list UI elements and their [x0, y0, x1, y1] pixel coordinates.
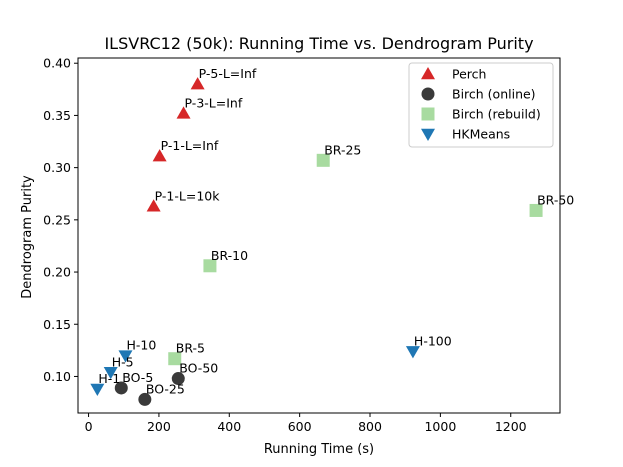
- point-label: BR-50: [537, 192, 574, 207]
- x-tick-label: 800: [358, 419, 382, 434]
- legend-entry: Birch (rebuild): [452, 107, 541, 122]
- point-label: P-3-L=Inf: [185, 95, 243, 110]
- hkmeans-point: [103, 367, 118, 380]
- x-tick-label: 200: [147, 419, 171, 434]
- hkmeans-point: [118, 350, 133, 363]
- birch-rebuild-point: [203, 259, 217, 273]
- perch-point: [152, 149, 167, 162]
- point-label: BO-5: [122, 370, 153, 385]
- point-label: BO-25: [146, 381, 185, 396]
- legend-box: [408, 62, 554, 148]
- x-tick-label: 400: [217, 419, 241, 434]
- point-label: H-1: [98, 371, 120, 386]
- y-tick-label: 0.30: [43, 160, 71, 175]
- point-label: BO-50: [179, 361, 218, 376]
- legend-marker: [421, 107, 435, 121]
- birch-online-point: [171, 372, 185, 386]
- data-points: [90, 77, 543, 406]
- legend-entry: Birch (online): [452, 87, 536, 102]
- legend: Perch Birch (online) Birch (rebuild) HKMean…: [408, 62, 554, 148]
- point-label: BR-5: [176, 341, 205, 356]
- point-label: BR-10: [211, 248, 248, 263]
- point-label: BR-25: [324, 142, 361, 157]
- legend-marker: [421, 67, 435, 80]
- legend-entry: HKMeans: [452, 127, 510, 142]
- hkmeans-point: [405, 346, 420, 359]
- y-tick-label: 0.25: [43, 212, 71, 227]
- y-tick-label: 0.20: [43, 265, 71, 280]
- y-tick-label: 0.40: [43, 56, 71, 71]
- point-label: P-1-L=Inf: [161, 138, 219, 153]
- chart-title: ILSVRC12 (50k): Running Time vs. Dendrog…: [104, 34, 533, 53]
- birch-rebuild-point: [529, 203, 543, 217]
- birch-online-point: [138, 392, 152, 406]
- x-tick-label: 1200: [495, 419, 527, 434]
- point-labels: P-5-L=Inf P-3-L=Inf P-1-L=Inf P-1-L=10k BO-5…: [98, 66, 574, 396]
- legend-marker: [421, 87, 435, 101]
- perch-point: [190, 77, 205, 90]
- perch-point: [146, 199, 161, 212]
- hkmeans-point: [90, 383, 105, 396]
- x-tick-label: 0: [85, 419, 93, 434]
- plot-area: [77, 57, 561, 414]
- point-label: H-5: [112, 354, 134, 369]
- legend-marker: [421, 128, 435, 141]
- axis-ticks: 0 200 400 600 800 1000 1200 0.10 0.15 0.20 0.25 0.3…: [43, 56, 527, 434]
- birch-rebuild-point: [168, 352, 182, 366]
- x-tick-label: 1000: [424, 419, 456, 434]
- birch-rebuild-point: [316, 153, 330, 167]
- point-label: P-5-L=Inf: [199, 66, 257, 81]
- perch-point: [176, 106, 191, 119]
- point-label: P-1-L=10k: [155, 188, 221, 203]
- point-label: H-10: [126, 338, 156, 353]
- plot-frame: [77, 57, 561, 414]
- y-tick-label: 0.15: [43, 317, 71, 332]
- legend-entry: Perch: [452, 67, 486, 82]
- x-axis-label: Running Time (s): [264, 442, 374, 457]
- y-tick-label: 0.35: [43, 108, 71, 123]
- x-tick-label: 600: [288, 419, 312, 434]
- birch-online-point: [114, 381, 128, 395]
- point-label: H-100: [414, 333, 452, 348]
- y-axis-label: Dendrogram Purity: [20, 175, 35, 299]
- y-tick-label: 0.10: [43, 369, 71, 384]
